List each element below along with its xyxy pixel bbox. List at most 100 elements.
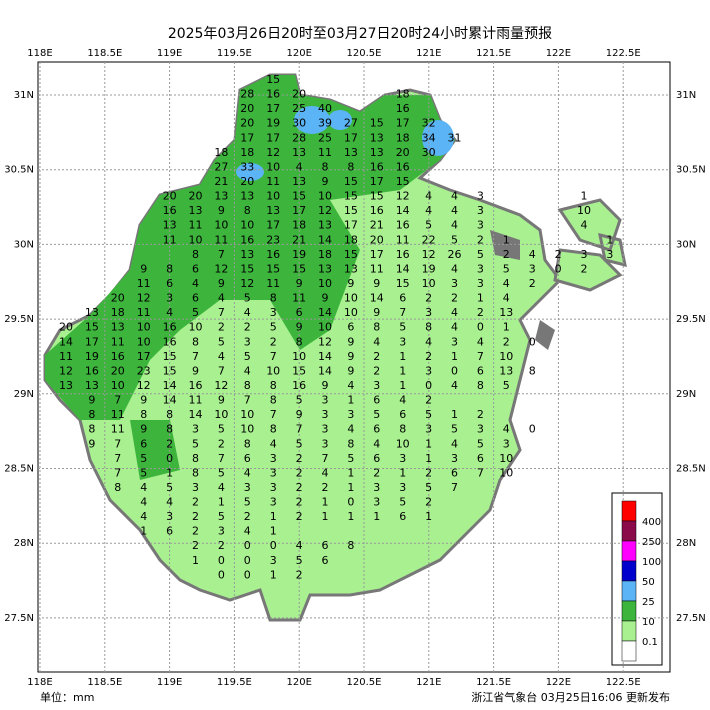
- rain-value: 6: [399, 408, 406, 421]
- rain-value: 4: [373, 335, 380, 348]
- rain-value: 14: [163, 379, 177, 392]
- rain-value: 1: [425, 452, 432, 465]
- rain-value: 13: [163, 219, 177, 232]
- rain-value: 7: [218, 306, 225, 319]
- rain-value: 39: [318, 117, 332, 130]
- rain-value: 18: [292, 219, 306, 232]
- rain-value: 20: [240, 117, 254, 130]
- rain-value: 14: [318, 364, 332, 377]
- lon-label-bottom: 121E: [416, 677, 441, 688]
- rain-value: 0: [218, 568, 225, 581]
- rain-value: 16: [85, 364, 99, 377]
- rain-value: 7: [114, 466, 121, 479]
- rain-value: 8: [347, 160, 354, 173]
- rain-value: 16: [189, 379, 203, 392]
- rain-value: 27: [344, 117, 358, 130]
- rain-value: 2: [373, 466, 380, 479]
- rain-value: 0: [347, 496, 354, 509]
- rain-value: 3: [192, 423, 199, 436]
- rain-value: 20: [111, 292, 125, 305]
- rain-value: 4: [166, 496, 173, 509]
- rain-value: 8: [373, 321, 380, 334]
- rain-value: 2: [244, 510, 251, 523]
- rain-value: 3: [477, 277, 484, 290]
- rain-value: 25: [318, 131, 332, 144]
- rain-value: 7: [451, 481, 458, 494]
- rain-value: 10: [137, 321, 151, 334]
- rain-value: 18: [396, 131, 410, 144]
- rain-value: 5: [347, 452, 354, 465]
- lon-label-bottom: 122E: [546, 677, 571, 688]
- rain-value: 16: [266, 248, 280, 261]
- rain-value: 13: [85, 379, 99, 392]
- rain-value: 16: [111, 350, 125, 363]
- rain-value: 8: [477, 379, 484, 392]
- rain-value: 3: [373, 379, 380, 392]
- rain-value: 2: [296, 481, 303, 494]
- rain-value: 9: [347, 364, 354, 377]
- lon-label-bottom: 120E: [286, 677, 311, 688]
- rain-value: 3: [425, 423, 432, 436]
- rain-value: 4: [451, 262, 458, 275]
- lon-label-top: 121E: [416, 48, 441, 59]
- rain-value: 0: [529, 423, 536, 436]
- rain-value: 8: [270, 292, 277, 305]
- rain-value: 10: [318, 190, 332, 203]
- rain-value: 20: [240, 175, 254, 188]
- rain-value: 3: [270, 452, 277, 465]
- rain-value: 0: [477, 321, 484, 334]
- lon-label-bottom: 121.5E: [476, 677, 511, 688]
- rain-value: 10: [266, 190, 280, 203]
- rain-value: 11: [189, 219, 203, 232]
- rain-value: 15: [344, 190, 358, 203]
- rain-value: 3: [322, 437, 329, 450]
- unit: 单位：mm: [40, 690, 94, 704]
- rain-value: 2: [166, 437, 173, 450]
- rain-value: 7: [114, 437, 121, 450]
- rain-value: 21: [370, 219, 384, 232]
- rain-value: 3: [373, 496, 380, 509]
- rain-value: 2: [555, 248, 562, 261]
- rain-value: 17: [292, 204, 306, 217]
- rain-value: 11: [266, 277, 280, 290]
- rain-value: 6: [477, 364, 484, 377]
- rain-value: 10: [240, 423, 254, 436]
- legend-label: 25: [642, 597, 655, 608]
- rain-value: 17: [266, 219, 280, 232]
- rain-value: 12: [422, 248, 436, 261]
- rain-value: 4: [218, 481, 225, 494]
- rain-value: 3: [399, 481, 406, 494]
- rain-value: 4: [451, 306, 458, 319]
- rain-value: 5: [451, 233, 458, 246]
- rain-value: 8: [529, 364, 536, 377]
- rain-value: 2: [581, 262, 588, 275]
- rain-value: 4: [296, 539, 303, 552]
- lat-label-right: 29.5N: [676, 314, 706, 325]
- rain-value: 1: [347, 510, 354, 523]
- rain-value: 2: [322, 481, 329, 494]
- rain-value: 4: [503, 292, 510, 305]
- rain-value: 17: [344, 219, 358, 232]
- rain-value: 7: [244, 394, 251, 407]
- rain-value: 13: [240, 248, 254, 261]
- rain-value: 17: [370, 175, 384, 188]
- rain-value: 16: [163, 204, 177, 217]
- rain-value: 11: [111, 335, 125, 348]
- rain-value: 15: [396, 277, 410, 290]
- rain-value: 6: [477, 452, 484, 465]
- rain-value: 16: [240, 233, 254, 246]
- rain-value: 10: [292, 350, 306, 363]
- rain-value: 2: [218, 321, 225, 334]
- rain-value: 5: [166, 481, 173, 494]
- rain-value: 5: [296, 394, 303, 407]
- rain-value: 2: [296, 452, 303, 465]
- legend-box: [611, 492, 663, 666]
- rain-value: 18: [240, 146, 254, 159]
- legend-label: 50: [642, 577, 655, 588]
- rain-value: 0: [244, 539, 251, 552]
- province: [43, 73, 627, 622]
- rain-value: 12: [318, 335, 332, 348]
- rain-value: 16: [396, 160, 410, 173]
- rain-value: 1: [451, 408, 458, 421]
- rain-value: 4: [192, 277, 199, 290]
